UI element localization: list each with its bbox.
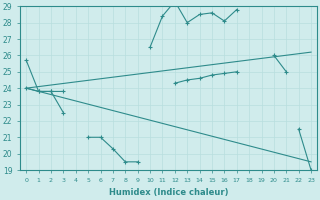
X-axis label: Humidex (Indice chaleur): Humidex (Indice chaleur): [109, 188, 228, 197]
